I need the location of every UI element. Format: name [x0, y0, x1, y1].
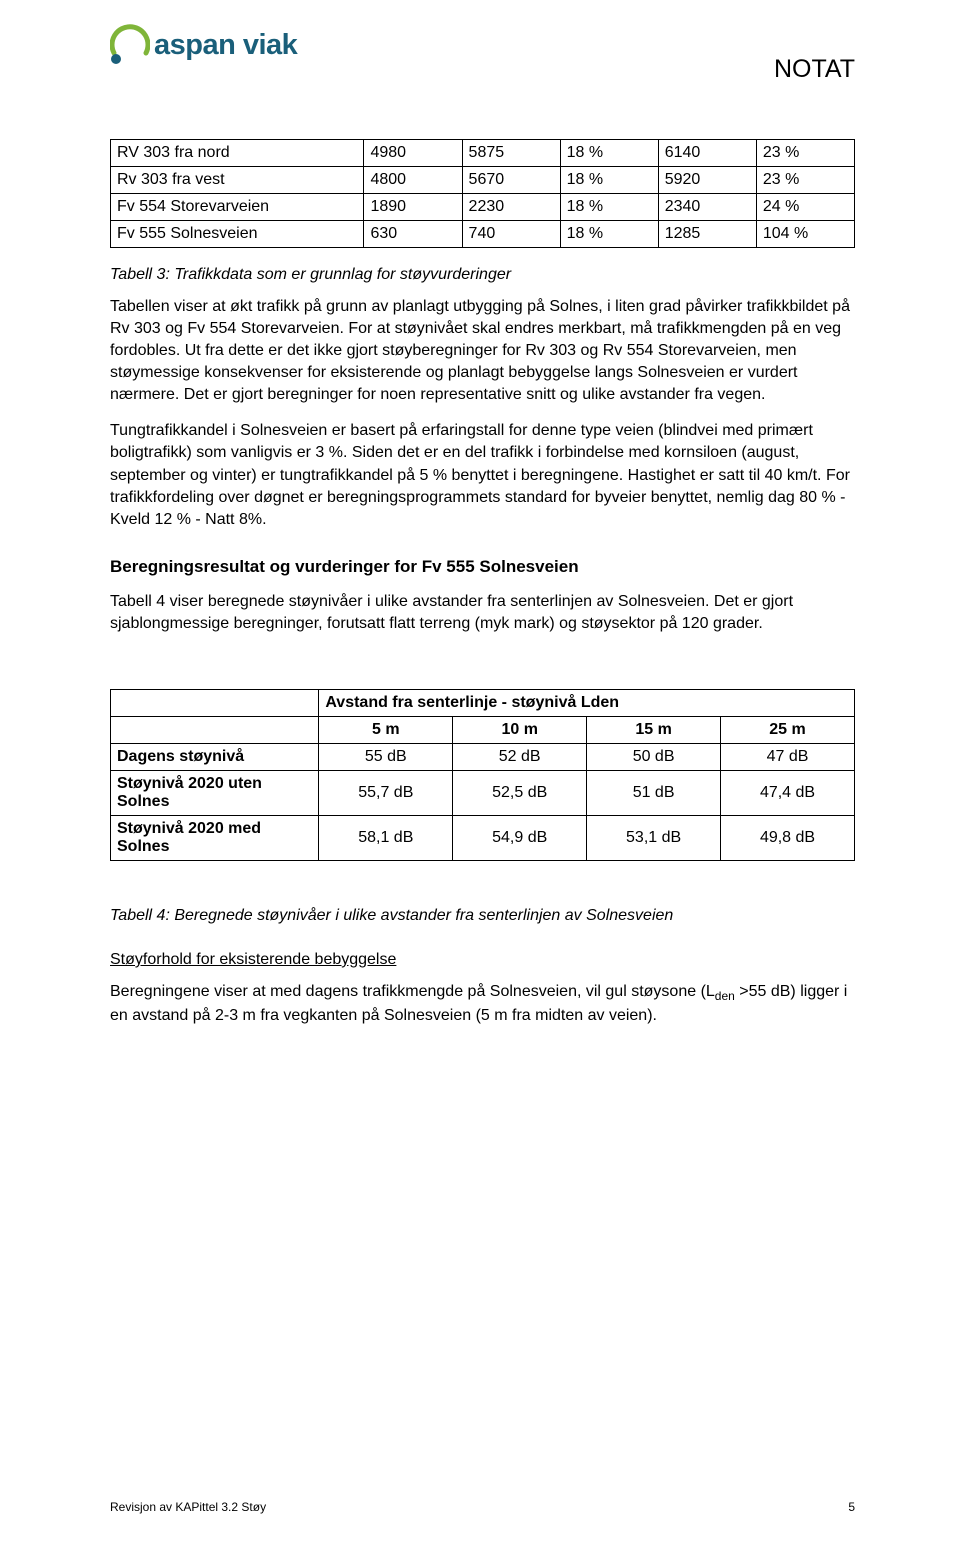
table-cell: 2340 — [658, 194, 756, 221]
table-cell: 104 % — [756, 221, 854, 248]
table-cell: 54,9 dB — [453, 815, 587, 860]
table-row: Støynivå 2020 uten Solnes55,7 dB52,5 dB5… — [111, 770, 855, 815]
table-cell: 5875 — [462, 140, 560, 167]
table-row: Dagens støynivå55 dB52 dB50 dB47 dB — [111, 743, 855, 770]
table-header-cell: 25 m — [721, 716, 855, 743]
doc-title: NOTAT — [774, 55, 855, 84]
table-super-header: Avstand fra senterlinje - støynivå Lden — [319, 689, 855, 716]
table-cell: 4800 — [364, 167, 462, 194]
footer-left: Revisjon av KAPittel 3.2 Støy — [110, 1500, 266, 1514]
table-cell — [111, 689, 319, 716]
table-row-label: Dagens støynivå — [111, 743, 319, 770]
table-header-cell: 5 m — [319, 716, 453, 743]
table2-caption: Tabell 4: Beregnede støynivåer i ulike a… — [110, 907, 855, 925]
table-cell: Fv 555 Solnesveien — [111, 221, 364, 248]
table-cell: 23 % — [756, 167, 854, 194]
p4-subscript: den — [715, 989, 735, 1003]
table1-caption: Tabell 3: Trafikkdata som er grunnlag fo… — [110, 266, 855, 284]
page-footer: Revisjon av KAPittel 3.2 Støy 5 — [110, 1470, 855, 1514]
spacer — [110, 649, 855, 689]
table-row: Rv 303 fra vest4800567018 %592023 % — [111, 167, 855, 194]
table-cell: 55 dB — [319, 743, 453, 770]
paragraph-4: Beregningene viser at med dagens trafikk… — [110, 981, 855, 1027]
table-row: Fv 554 Storevarveien1890223018 %234024 % — [111, 194, 855, 221]
p4-part-a: Beregningene viser at med dagens trafikk… — [110, 983, 715, 1000]
table-header-cell: 15 m — [587, 716, 721, 743]
table-cell: 740 — [462, 221, 560, 248]
traffic-data-table: RV 303 fra nord4980587518 %614023 %Rv 30… — [110, 139, 855, 248]
table-cell: 5670 — [462, 167, 560, 194]
table-cell: RV 303 fra nord — [111, 140, 364, 167]
table-cell: 18 % — [560, 194, 658, 221]
section-heading-results: Beregningsresultat og vurderinger for Fv… — [110, 557, 855, 577]
table-row: RV 303 fra nord4980587518 %614023 % — [111, 140, 855, 167]
footer-page-number: 5 — [848, 1500, 855, 1514]
table-cell: 47,4 dB — [721, 770, 855, 815]
table-cell: 1890 — [364, 194, 462, 221]
table-row: Avstand fra senterlinje - støynivå Lden — [111, 689, 855, 716]
table-cell: 4980 — [364, 140, 462, 167]
table-cell: 1285 — [658, 221, 756, 248]
table-cell: 24 % — [756, 194, 854, 221]
table-cell: 52 dB — [453, 743, 587, 770]
table-row: 5 m10 m15 m25 m — [111, 716, 855, 743]
logo-mark-icon — [110, 15, 150, 75]
table-row-label: Støynivå 2020 med Solnes — [111, 815, 319, 860]
table-cell: 55,7 dB — [319, 770, 453, 815]
table-cell — [111, 716, 319, 743]
table-cell: 23 % — [756, 140, 854, 167]
subsection-heading: Støyforhold for eksisterende bebyggelse — [110, 951, 855, 969]
noise-level-table: Avstand fra senterlinje - støynivå Lden5… — [110, 689, 855, 861]
table-cell: 18 % — [560, 221, 658, 248]
table-cell: 52,5 dB — [453, 770, 587, 815]
table-row: Støynivå 2020 med Solnes58,1 dB54,9 dB53… — [111, 815, 855, 860]
spacer — [110, 861, 855, 889]
table-cell: 50 dB — [587, 743, 721, 770]
table-cell: 58,1 dB — [319, 815, 453, 860]
page-header: aspan viak NOTAT — [110, 15, 855, 84]
logo: aspan viak — [110, 15, 297, 75]
paragraph-1: Tabellen viser at økt trafikk på grunn a… — [110, 296, 855, 406]
paragraph-3: Tabell 4 viser beregnede støynivåer i ul… — [110, 591, 855, 635]
table-cell: 18 % — [560, 167, 658, 194]
table-row: Fv 555 Solnesveien63074018 %1285104 % — [111, 221, 855, 248]
table-cell: Fv 554 Storevarveien — [111, 194, 364, 221]
table-row-label: Støynivå 2020 uten Solnes — [111, 770, 319, 815]
table-cell: 2230 — [462, 194, 560, 221]
table-header-cell: 10 m — [453, 716, 587, 743]
table-cell: 5920 — [658, 167, 756, 194]
table-cell: 49,8 dB — [721, 815, 855, 860]
paragraph-2: Tungtrafikkandel i Solnesveien er basert… — [110, 420, 855, 530]
table-cell: 51 dB — [587, 770, 721, 815]
table-cell: 6140 — [658, 140, 756, 167]
table-cell: 18 % — [560, 140, 658, 167]
table-cell: 53,1 dB — [587, 815, 721, 860]
table-cell: Rv 303 fra vest — [111, 167, 364, 194]
table-cell: 47 dB — [721, 743, 855, 770]
table-cell: 630 — [364, 221, 462, 248]
logo-text: aspan viak — [154, 29, 297, 62]
